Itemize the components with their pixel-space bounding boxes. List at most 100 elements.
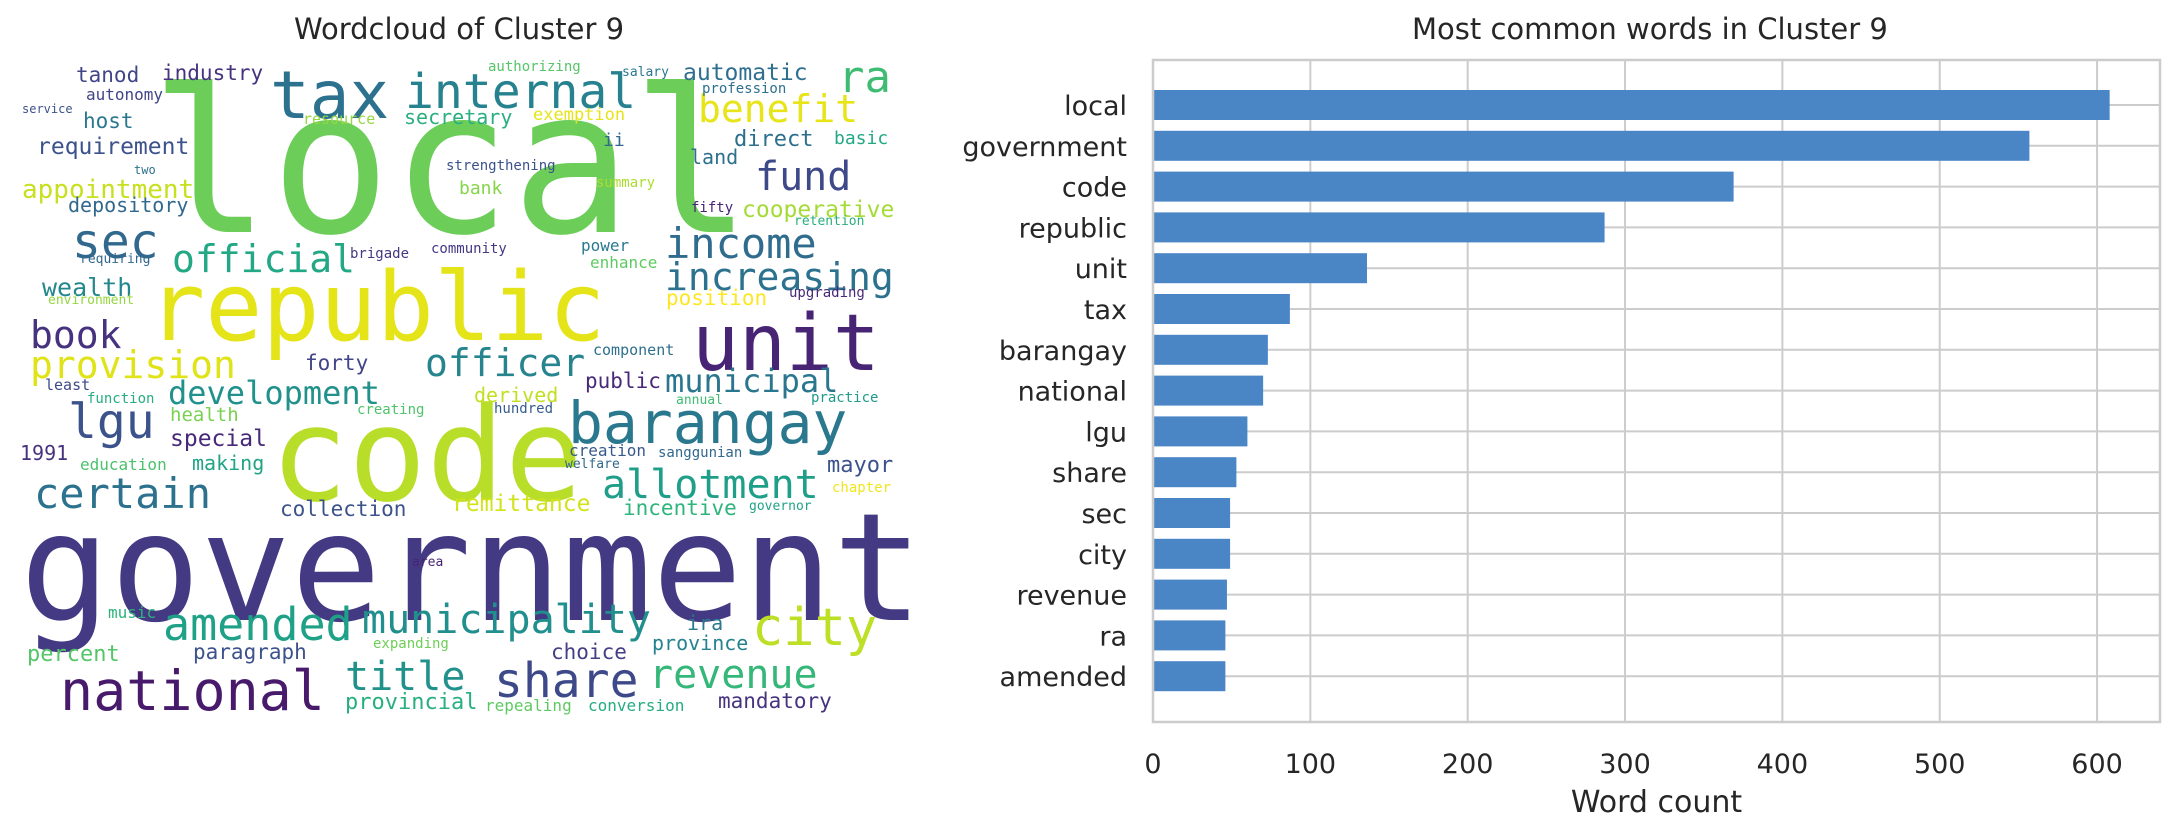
cloud-word-code: code (270, 379, 583, 531)
cloud-word-title: title (345, 654, 465, 700)
cloud-word-official: official (172, 237, 355, 281)
y-tick-label: sec (1081, 499, 1127, 530)
cloud-word-1991: 1991 (20, 441, 68, 465)
cloud-word-community: community (431, 241, 507, 257)
cloud-word-percent: percent (27, 642, 120, 667)
cloud-word-ii: ii (603, 130, 625, 151)
cloud-word-national: national (60, 659, 325, 723)
cloud-word-allotment: allotment (602, 462, 819, 508)
cloud-word-mandatory: mandatory (718, 689, 832, 713)
cloud-word-basic: basic (834, 128, 888, 149)
cloud-word-exemption: exemption (533, 105, 625, 125)
cloud-word-income: income (665, 219, 817, 268)
cloud-word-creation: creation (569, 441, 646, 460)
y-tick-label: share (1052, 458, 1127, 489)
cloud-word-revenue: revenue (649, 652, 818, 698)
cloud-word-sanggunian: sanggunian (658, 445, 742, 461)
cloud-word-automatic: automatic (683, 60, 808, 86)
cloud-word-profession: profession (702, 81, 786, 97)
cloud-word-expanding: expanding (373, 636, 449, 652)
cloud-word-cooperative: cooperative (742, 197, 894, 223)
cloud-word-welfare: welfare (565, 457, 620, 472)
cloud-word-collection: collection (280, 497, 406, 521)
y-tick-label: republic (1019, 213, 1127, 244)
bar-share (1153, 457, 1237, 488)
cloud-word-fifty: fifty (691, 200, 733, 216)
cloud-word-music: music (108, 603, 156, 622)
cloud-word-environment: environment (48, 293, 134, 308)
cloud-word-component: component (593, 341, 674, 359)
cloud-word-service: service (22, 102, 73, 116)
cloud-word-salary: salary (622, 65, 669, 80)
cloud-word-provincial: provincial (345, 690, 477, 715)
cloud-word-lgu: lgu (68, 394, 155, 450)
cloud-word-direct: direct (734, 127, 813, 152)
cloud-word-power: power (581, 236, 630, 255)
cloud-word-least: least (45, 376, 90, 394)
y-tick-label: lgu (1085, 417, 1127, 448)
cloud-word-land: land (690, 145, 738, 169)
cloud-word-share: share (494, 653, 639, 709)
cloud-word-creating: creating (357, 402, 424, 418)
bar-barangay (1153, 334, 1268, 365)
cloud-word-requiring: requiring (80, 252, 150, 267)
x-tick-label: 100 (1285, 749, 1337, 780)
cloud-word-development: development (168, 374, 380, 412)
cloud-word-province: province (652, 631, 748, 655)
cloud-word-republic: republic (148, 253, 606, 363)
cloud-word-city: city (752, 598, 877, 658)
y-tick-label: amended (1000, 662, 1127, 693)
cloud-word-internal: internal (405, 64, 636, 120)
cloud-word-authorizing: authorizing (488, 59, 581, 75)
cloud-word-sec: sec (72, 214, 159, 270)
cloud-word-conversion: conversion (588, 696, 684, 715)
x-tick-label: 300 (1599, 749, 1651, 780)
bar-chart-panel: Most common words in Cluster 9 local gove… (940, 0, 2178, 839)
bar-tax (1153, 294, 1290, 324)
cloud-word-secretary: secretary (404, 105, 512, 129)
cloud-word-chapter: chapter (832, 480, 891, 496)
x-tick-label: 200 (1442, 749, 1494, 780)
y-tick-label: tax (1084, 295, 1127, 326)
cloud-word-retention: retention (794, 214, 864, 229)
y-tick-label: government (962, 132, 1127, 163)
cloud-word-resource: resource (303, 110, 375, 128)
cloud-word-upgrading: upgrading (789, 285, 865, 301)
bar-city (1153, 538, 1231, 569)
cloud-word-fund: fund (755, 154, 851, 200)
bar-unit (1153, 253, 1367, 284)
cloud-word-requirement: requirement (37, 134, 189, 160)
bar-chart-canvas: local government code republic unit tax barang… (962, 58, 2162, 820)
cloud-word-ra: ra (838, 52, 891, 103)
cloud-word-summary: summary (596, 175, 655, 191)
y-tick-label: code (1062, 173, 1127, 204)
plot-frame (1151, 58, 2162, 724)
cloud-word-officer: officer (425, 341, 585, 385)
y-tick-label: barangay (999, 336, 1127, 367)
cloud-word-paragraph: paragraph (193, 640, 307, 664)
x-tick-label: 600 (2071, 749, 2123, 780)
cloud-word-area: area (412, 555, 443, 570)
cloud-word-appointment: appointment (22, 175, 194, 205)
cloud-word-mayor: mayor (827, 453, 893, 478)
cloud-word-industry: industry (162, 61, 263, 85)
y-tick-label: local (1064, 91, 1127, 122)
cloud-word-strengthening: strengthening (446, 158, 556, 174)
cloud-word-local: local (150, 47, 752, 280)
cloud-word-barangay: barangay (568, 389, 847, 457)
cloud-word-annual: annual (676, 393, 723, 408)
cloud-word-repealing: repealing (485, 696, 572, 715)
cloud-word-host: host (83, 109, 134, 133)
cloud-word-depository: depository (68, 193, 188, 217)
cloud-word-choice: choice (551, 640, 627, 664)
cloud-word-brigade: brigade (350, 246, 409, 262)
cloud-word-amended: amended (163, 598, 353, 651)
cloud-word-two: two (134, 163, 156, 177)
cloud-word-education: education (80, 455, 167, 474)
cloud-word-provision: provision (30, 343, 236, 387)
cloud-word-incentive: incentive (623, 496, 737, 520)
cloud-word-municipality: municipality (362, 597, 651, 643)
cloud-word-enhance: enhance (590, 253, 657, 272)
cloud-word-autonomy: autonomy (86, 85, 163, 104)
cloud-word-position: position (666, 286, 767, 310)
